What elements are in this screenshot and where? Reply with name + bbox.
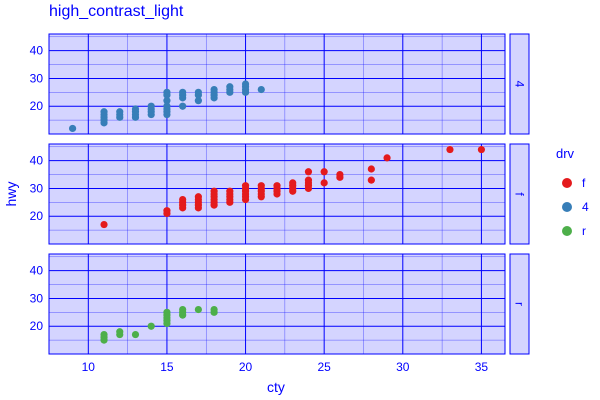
- data-point: [367, 165, 375, 173]
- facet-panels: 20 30 40 4 20 30 40 f 20 30 40 r 10 15 20 25 30 35: [30, 33, 530, 374]
- facet-strip: [509, 253, 530, 355]
- data-point: [477, 145, 486, 154]
- panel-background: [48, 253, 506, 355]
- data-point: [241, 80, 250, 88]
- y-tick-label: 20: [30, 99, 44, 113]
- facet-panel-r: 20 30 40 r: [30, 253, 530, 355]
- data-point: [147, 102, 155, 110]
- data-point: [163, 88, 171, 96]
- plot-title: high_contrast_light: [49, 3, 184, 20]
- data-point: [226, 187, 234, 195]
- legend-label: 4: [582, 200, 589, 214]
- data-point: [100, 330, 108, 339]
- data-point: [289, 179, 297, 187]
- data-point: [163, 102, 171, 110]
- x-tick-label: 20: [239, 360, 253, 374]
- data-point: [163, 308, 171, 316]
- data-point: [100, 220, 108, 229]
- data-point: [100, 108, 108, 116]
- data-point: [116, 108, 124, 116]
- data-point: [320, 179, 328, 187]
- data-point: [163, 97, 171, 105]
- facet-panel-f: 20 30 40 f: [30, 143, 530, 245]
- y-tick-label: 40: [30, 264, 44, 278]
- facet-strip: [509, 143, 530, 245]
- y-tick-label: 30: [30, 71, 44, 85]
- data-point: [304, 168, 313, 176]
- data-point: [273, 182, 281, 190]
- data-point: [131, 330, 140, 339]
- data-point: [304, 176, 313, 184]
- data-point: [210, 187, 218, 195]
- data-point: [131, 105, 140, 113]
- facet-strip-label: r: [513, 302, 527, 306]
- y-tick-label: 40: [30, 44, 44, 58]
- legend-title: drv: [556, 146, 575, 161]
- legend-key: [562, 202, 572, 212]
- data-point: [257, 182, 265, 190]
- data-point: [194, 88, 202, 96]
- y-tick-label: 30: [30, 291, 44, 305]
- y-tick-label: 40: [30, 154, 44, 168]
- x-tick-label: 25: [317, 360, 331, 374]
- facet-strip-label: 4: [513, 81, 527, 88]
- data-point: [147, 322, 155, 330]
- legend-key: [562, 226, 572, 236]
- data-point: [336, 170, 344, 179]
- x-axis-title: cty: [267, 379, 285, 395]
- data-point: [226, 83, 234, 91]
- data-point: [446, 145, 454, 154]
- facet-strip-label: f: [513, 192, 527, 196]
- facet-panel-4: 20 30 40 4: [30, 33, 530, 135]
- data-point: [257, 85, 265, 94]
- facet-strip: [509, 33, 530, 135]
- data-point: [210, 85, 218, 94]
- data-point: [194, 193, 202, 201]
- data-point: [163, 207, 171, 215]
- data-point: [179, 102, 187, 110]
- legend-label: f: [582, 176, 586, 190]
- legend-key: [562, 178, 572, 188]
- data-point: [194, 305, 202, 314]
- data-point: [194, 97, 202, 105]
- legend: drv f 4 r: [556, 146, 589, 238]
- data-point: [179, 88, 187, 96]
- data-point: [68, 124, 77, 133]
- y-tick-label: 20: [30, 209, 44, 223]
- data-point: [116, 328, 124, 336]
- data-point: [179, 195, 187, 204]
- y-tick-label: 20: [30, 319, 44, 333]
- x-tick-label: 35: [475, 360, 489, 374]
- y-axis-title: hwy: [3, 182, 19, 207]
- x-tick-label: 15: [160, 360, 174, 374]
- data-point: [367, 176, 375, 184]
- y-tick-label: 30: [30, 181, 44, 195]
- x-tick-label: 30: [396, 360, 410, 374]
- data-point: [320, 168, 328, 176]
- x-tick-label: 10: [82, 360, 96, 374]
- data-point: [383, 154, 391, 162]
- legend-label: r: [582, 224, 586, 238]
- data-point: [241, 182, 250, 190]
- data-point: [179, 305, 187, 314]
- data-point: [210, 305, 218, 314]
